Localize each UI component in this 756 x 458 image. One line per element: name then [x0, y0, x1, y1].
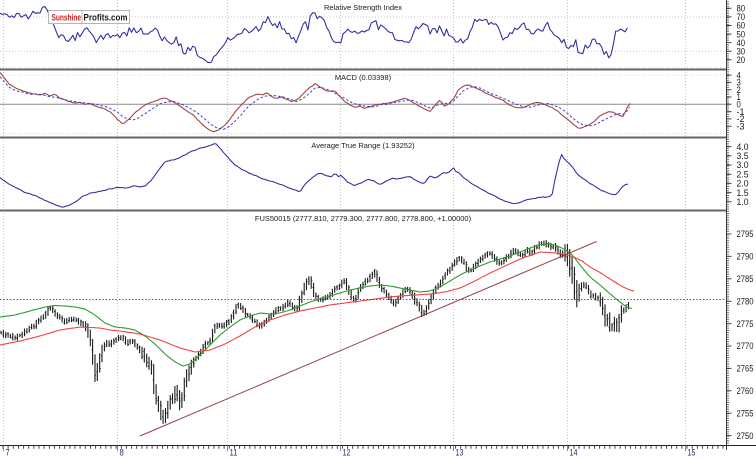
svg-text:2755: 2755 [737, 408, 754, 418]
svg-text:2785: 2785 [737, 274, 754, 284]
svg-text:40: 40 [737, 38, 746, 48]
svg-text:1: 1 [737, 92, 741, 102]
svg-text:60: 60 [737, 21, 746, 31]
svg-text:2.5: 2.5 [737, 169, 749, 179]
svg-text:70: 70 [737, 12, 746, 22]
svg-text:3.0: 3.0 [737, 160, 749, 170]
svg-text:2750: 2750 [737, 431, 754, 441]
svg-text:2: 2 [737, 85, 741, 95]
svg-text:30: 30 [737, 46, 746, 56]
svg-text:50: 50 [737, 29, 746, 39]
svg-text:-3: -3 [737, 121, 745, 131]
svg-text:MACD (0.03398): MACD (0.03398) [335, 73, 392, 82]
svg-text:Relative Strength Index: Relative Strength Index [324, 3, 402, 12]
svg-text:4: 4 [737, 70, 741, 80]
svg-text:3: 3 [737, 78, 741, 88]
svg-text:7: 7 [6, 448, 10, 458]
svg-text:Profits.com: Profits.com [84, 12, 128, 23]
svg-text:2.0: 2.0 [737, 179, 749, 189]
svg-text:80: 80 [737, 4, 746, 14]
svg-text:12: 12 [343, 448, 351, 458]
svg-text:2760: 2760 [737, 386, 754, 396]
svg-text:2775: 2775 [737, 319, 754, 329]
svg-text:8: 8 [120, 448, 124, 458]
svg-text:0: 0 [737, 100, 741, 110]
svg-text:2795: 2795 [737, 229, 754, 239]
svg-text:15: 15 [688, 448, 696, 458]
svg-text:Average True Range (1.93252): Average True Range (1.93252) [311, 141, 415, 150]
svg-text:-1: -1 [737, 107, 745, 117]
svg-text:3.5: 3.5 [737, 151, 749, 161]
svg-text:13: 13 [456, 448, 464, 458]
svg-text:20: 20 [737, 55, 746, 65]
svg-text:-2: -2 [737, 114, 745, 124]
svg-text:1.0: 1.0 [737, 197, 749, 207]
svg-text:2780: 2780 [737, 296, 754, 306]
svg-text:14: 14 [570, 448, 578, 458]
svg-text:1.5: 1.5 [737, 188, 749, 198]
svg-text:4.0: 4.0 [737, 142, 749, 152]
svg-text:Sunshine: Sunshine [52, 12, 82, 23]
svg-text:11: 11 [230, 448, 238, 458]
svg-text:2770: 2770 [737, 341, 754, 351]
svg-text:2790: 2790 [737, 252, 754, 262]
svg-text:FUS50015 (2777.810, 2779.300,: FUS50015 (2777.810, 2779.300, 2777.800, … [255, 214, 472, 223]
svg-text:2765: 2765 [737, 364, 754, 374]
